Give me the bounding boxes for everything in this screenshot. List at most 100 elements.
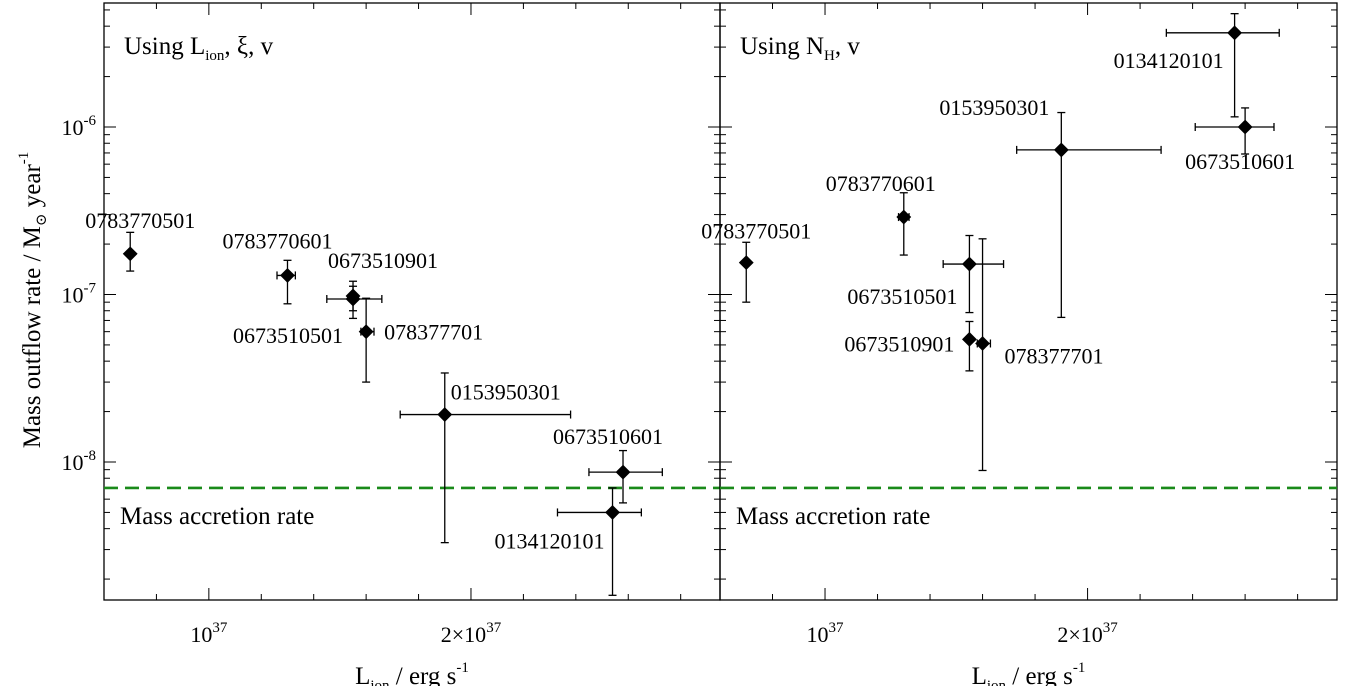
- x-tick-label: 1037: [190, 620, 228, 647]
- x-axis-label-sup: -1: [1073, 660, 1086, 676]
- data-point: 0783770501: [85, 208, 195, 272]
- diamond-marker: [615, 464, 631, 480]
- data-point: 0673510901: [844, 320, 977, 372]
- data-point: 078377701: [358, 297, 483, 383]
- panel-title-pre: Using L: [124, 33, 205, 60]
- y-axis-label-sun: ⊙: [34, 214, 50, 227]
- point-label: 0673510601: [553, 424, 663, 449]
- x-axis-label-sub: ion: [987, 678, 1007, 686]
- data-point: 0673510601: [1185, 107, 1295, 174]
- data-point: 0673510901: [328, 248, 438, 312]
- y-tick-label: 10-7: [62, 281, 97, 308]
- accretion-rate-label: Mass accretion rate: [120, 503, 314, 530]
- panel-title: Using Lion, ξ, v: [124, 33, 274, 64]
- panel-title-sub: ion: [205, 48, 225, 64]
- point-label: 0673510501: [233, 323, 343, 348]
- panel-title-post: , ξ, v: [224, 33, 273, 60]
- x-axis-label-sub: ion: [370, 678, 390, 686]
- x-axis-label: Lion / erg s-1: [972, 660, 1086, 686]
- diamond-marker: [345, 291, 361, 307]
- x-axis-label-sup: -1: [456, 660, 469, 676]
- x-axis-label: Lion / erg s-1: [355, 660, 469, 686]
- diamond-marker: [437, 407, 453, 422]
- x-axis-label-unit: / erg s: [390, 663, 457, 686]
- point-label: 0673510501: [847, 284, 957, 309]
- point-label: 0673510901: [328, 248, 438, 273]
- x-tick-label-exp: 37: [212, 620, 228, 636]
- diamond-marker: [962, 256, 977, 272]
- diamond-marker: [896, 209, 912, 225]
- point-label: 078377701: [384, 320, 483, 345]
- x-tick-label: 2×1037: [1057, 620, 1118, 647]
- point-label: 0783770601: [826, 171, 936, 196]
- diamond-marker: [1227, 25, 1243, 41]
- diamond-marker: [280, 267, 295, 283]
- data-point: 078377701: [975, 238, 1104, 472]
- x-tick-label-base: 10: [807, 622, 829, 647]
- point-label: 0783770501: [85, 208, 195, 233]
- y-axis-label-sup: -1: [16, 152, 32, 165]
- data-point: 0673510501: [847, 234, 1005, 314]
- x-tick-label-exp: 37: [1103, 620, 1119, 636]
- diamond-marker: [1053, 142, 1069, 158]
- diamond-marker: [605, 505, 620, 520]
- point-label: 0153950301: [939, 95, 1049, 120]
- data-point: 0134120101: [1114, 13, 1280, 118]
- x-tick-label-base: 2×10: [1057, 622, 1102, 647]
- x-ticks: [719, 3, 1299, 600]
- accretion-rate-label: Mass accretion rate: [736, 503, 930, 530]
- x-axis-label-main: L: [355, 663, 370, 686]
- x-axis-label-unit: / erg s: [1006, 663, 1073, 686]
- y-tick-label-base: 10: [62, 450, 84, 475]
- point-label: 0673510601: [1185, 149, 1295, 174]
- y-tick-label-base: 10: [62, 115, 84, 140]
- point-label: 0134120101: [1114, 48, 1224, 73]
- x-ticks: [103, 3, 682, 600]
- diamond-marker: [358, 324, 374, 340]
- point-label: 078377701: [1005, 343, 1104, 368]
- y-tick-label-base: 10: [62, 283, 84, 308]
- y-tick-label-exp: -6: [84, 113, 97, 129]
- y-axis-label: Mass outflow rate / M⊙ year-1: [16, 152, 50, 449]
- panel-frame: [719, 2, 1338, 601]
- diamond-marker: [122, 246, 138, 262]
- panel-title-sub: H: [824, 48, 835, 64]
- y-tick-label: 10-6: [62, 113, 97, 140]
- diamond-marker: [738, 255, 754, 271]
- x-tick-label: 2×1037: [441, 620, 502, 647]
- x-tick-label: 1037: [807, 620, 845, 647]
- y-ticks: [720, 9, 1337, 580]
- x-tick-label-base: 2×10: [441, 622, 486, 647]
- y-axis-label-main: Mass outflow rate / M: [19, 226, 46, 448]
- data-point: 0134120101: [495, 487, 643, 596]
- data-point: 0153950301: [939, 95, 1162, 319]
- panel-title-post: , v: [835, 33, 861, 60]
- point-label: 0153950301: [451, 380, 561, 405]
- data-point: 0673510601: [553, 424, 663, 504]
- diamond-marker: [962, 331, 977, 347]
- y-ticks: [104, 9, 720, 580]
- x-tick-label-exp: 37: [829, 620, 845, 636]
- x-axis-label-main: L: [972, 663, 987, 686]
- point-label: 0783770501: [701, 219, 811, 244]
- data-point: 0783770601: [222, 228, 332, 305]
- y-tick-label-exp: -7: [84, 281, 97, 297]
- point-label: 0783770601: [222, 228, 332, 253]
- data-point: 0783770501: [701, 219, 811, 303]
- x-tick-label-base: 10: [190, 622, 212, 647]
- panel-title: Using NH, v: [740, 33, 860, 64]
- point-label: 0134120101: [495, 528, 605, 553]
- diamond-marker: [975, 336, 990, 351]
- data-point: 0153950301: [399, 372, 572, 544]
- y-axis-label-unit: year: [19, 164, 46, 214]
- point-label: 0673510901: [844, 331, 954, 356]
- diamond-marker: [1237, 119, 1253, 135]
- y-tick-label: 10-8: [62, 448, 97, 475]
- panel-title-pre: Using N: [740, 33, 824, 60]
- y-tick-label-exp: -8: [84, 448, 97, 464]
- x-tick-label-exp: 37: [486, 620, 502, 636]
